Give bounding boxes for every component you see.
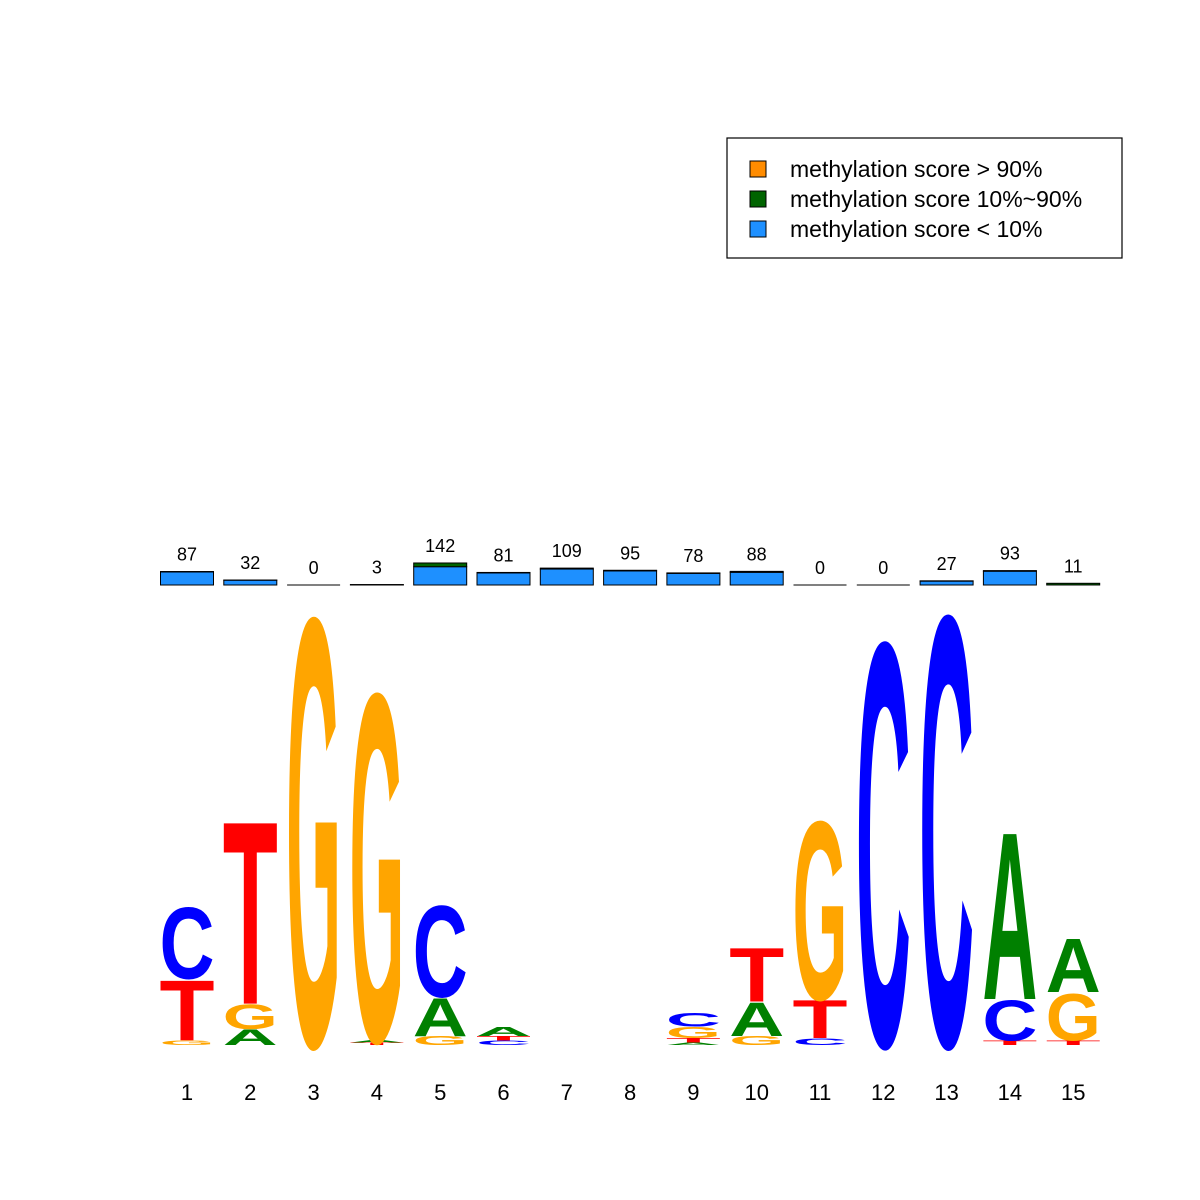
position-label: 15: [1061, 1080, 1085, 1105]
letter: A: [729, 992, 784, 1046]
letter: T: [982, 1039, 1037, 1046]
count-label: 0: [878, 558, 888, 578]
count-label: 93: [1000, 544, 1020, 564]
letter: A: [413, 987, 468, 1048]
count-label: 11: [1064, 556, 1083, 576]
letter: G: [160, 1039, 215, 1046]
position-label: 11: [809, 1080, 832, 1105]
methylation-bar: [666, 572, 721, 586]
letter: C: [160, 887, 215, 1000]
letter: G: [729, 1034, 784, 1048]
letter: T: [223, 768, 278, 1060]
methylation-bar: [539, 567, 594, 570]
methylation-bar: [603, 569, 658, 572]
count-label: 78: [683, 546, 703, 566]
letter: G: [349, 591, 404, 1148]
letter: T: [1046, 1039, 1101, 1046]
letter: T: [349, 1042, 404, 1046]
letter: A: [1046, 924, 1101, 1009]
letter: A: [349, 1040, 404, 1044]
methylation-bar: [476, 572, 531, 586]
letter: C: [919, 487, 974, 1176]
methylation-bar: [603, 570, 658, 586]
letter: T: [160, 964, 215, 1059]
letter: C: [793, 1037, 848, 1048]
count-label: 3: [372, 558, 382, 578]
count-label: 87: [177, 545, 197, 565]
letter: T: [476, 1035, 531, 1042]
letter: G: [286, 491, 341, 1176]
position-label: 4: [371, 1080, 383, 1105]
count-label: 109: [552, 541, 582, 561]
position-label: 3: [307, 1080, 319, 1105]
legend-box: [726, 137, 1123, 259]
legend-swatch: [749, 220, 767, 238]
letter: T: [793, 989, 848, 1050]
letter: A: [223, 1025, 278, 1050]
letter: A: [982, 783, 1037, 1050]
count-label: 0: [815, 558, 825, 578]
count-label: 0: [309, 558, 319, 578]
letter: G: [413, 1034, 468, 1048]
letter: G: [666, 1024, 721, 1042]
letter: C: [856, 523, 911, 1169]
methylation-bar: [729, 571, 784, 586]
letter: G: [223, 997, 278, 1037]
position-label: 6: [497, 1080, 509, 1105]
legend-label: methylation score < 10%: [790, 216, 1043, 242]
position-label: 5: [434, 1080, 446, 1105]
count-label: 32: [240, 553, 260, 573]
letter: C: [982, 988, 1037, 1052]
legend-swatch: [749, 190, 767, 208]
letter: C: [476, 1039, 531, 1046]
letter: A: [476, 1025, 531, 1039]
position-label: 10: [744, 1080, 768, 1105]
methylation-bar: [223, 579, 278, 586]
position-label: 13: [934, 1080, 958, 1105]
position-label: 7: [561, 1080, 573, 1105]
legend-label: methylation score > 90%: [790, 156, 1043, 182]
count-label: 81: [493, 545, 513, 565]
letter: G: [1046, 979, 1101, 1054]
letter: A: [666, 1042, 721, 1046]
count-label: 27: [937, 554, 957, 574]
letter: G: [793, 769, 848, 1054]
methylation-bar: [413, 562, 468, 568]
letter: C: [413, 879, 468, 1025]
position-label: 2: [244, 1080, 256, 1105]
position-label: 9: [687, 1080, 699, 1105]
methylation-bar: [539, 568, 594, 586]
methylation-bar: [729, 570, 784, 573]
legend-swatch: [749, 160, 767, 178]
position-label: 1: [181, 1080, 193, 1105]
count-label: 95: [620, 543, 640, 563]
count-label: 88: [747, 544, 767, 564]
count-label: 142: [425, 536, 455, 556]
letter: T: [729, 934, 784, 1019]
position-label: 14: [998, 1080, 1022, 1105]
methylation-bar: [919, 580, 974, 586]
methylation-bar: [413, 566, 468, 586]
methylation-bar: [982, 570, 1037, 586]
letter: C: [666, 1009, 721, 1030]
position-label: 8: [624, 1080, 636, 1105]
methylation-bar: [160, 571, 214, 586]
position-label: 12: [871, 1080, 895, 1105]
methylation-bar: [982, 570, 1037, 572]
letter: T: [666, 1037, 721, 1044]
legend-label: methylation score 10%~90%: [790, 186, 1082, 212]
